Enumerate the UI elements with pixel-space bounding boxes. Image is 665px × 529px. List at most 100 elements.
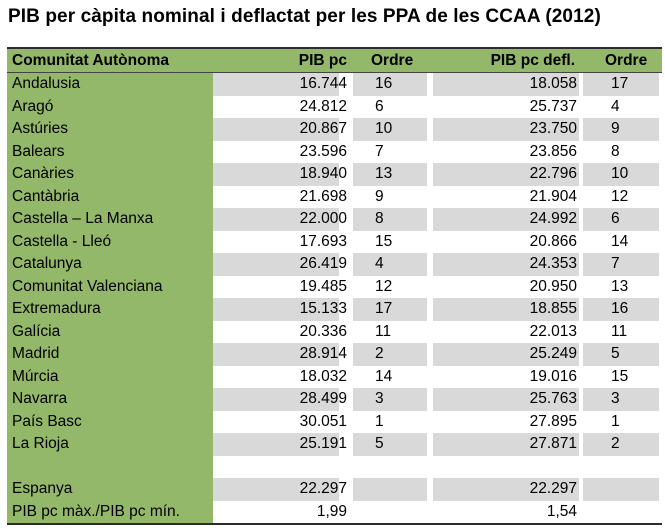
- rank-deflated-cell: 13: [611, 277, 629, 295]
- row-shading: [213, 298, 339, 321]
- pib-deflated-cell: 1,54: [546, 502, 577, 520]
- row-shading: [433, 298, 579, 321]
- spacer-cell: [7, 455, 213, 478]
- pib-cell: 22.297: [299, 480, 347, 498]
- table-row: Astúries 20.867 10 23.750 9: [7, 118, 662, 141]
- row-shading: [353, 253, 427, 276]
- community-cell: La Rioja: [7, 433, 213, 456]
- header-pib-deflated: PIB pc defl.: [490, 51, 575, 69]
- rank-deflated-cell: [583, 501, 662, 524]
- rank-cell: [353, 478, 433, 501]
- row-shading: [583, 118, 659, 141]
- row-shading: [213, 478, 339, 501]
- row-shading: [213, 118, 339, 141]
- community-cell: Múrcia: [7, 365, 213, 388]
- community-cell: Madrid: [7, 343, 213, 366]
- community-cell: Catalunya: [7, 253, 213, 276]
- row-shading: [583, 478, 659, 501]
- pib-deflated-cell: 21.904: [529, 187, 577, 205]
- rank-cell: 7: [375, 142, 384, 160]
- row-shading: [353, 478, 427, 501]
- rank-deflated-cell: 14: [611, 232, 629, 250]
- table-row: La Rioja 25.191 5 27.871 2: [7, 433, 662, 456]
- table-row: Galícia 20.336 11 22.013 11: [7, 320, 662, 343]
- row-shading: [583, 163, 659, 186]
- pib-cell: 16.744: [299, 75, 347, 93]
- table-row: Balears 23.596 7 23.856 8: [7, 140, 662, 163]
- table-row: Castella – La Manxa 22.000 8 24.992 6: [7, 208, 662, 231]
- rank-deflated-cell: 5: [611, 345, 620, 363]
- pib-deflated-cell: 19.016: [529, 367, 577, 385]
- pib-deflated-cell: 25.249: [529, 345, 577, 363]
- table-row: Múrcia 18.032 14 19.016 15: [7, 365, 662, 388]
- rank-cell: [353, 501, 433, 524]
- row-shading: [213, 253, 339, 276]
- pib-cell: 23.596: [299, 142, 347, 160]
- pib-cell: 24.812: [299, 97, 347, 115]
- community-cell: Galícia: [7, 320, 213, 343]
- pib-deflated-cell: 24.353: [529, 255, 577, 273]
- row-shading: [353, 73, 427, 96]
- pib-deflated-cell: 22.013: [529, 322, 577, 340]
- rank-deflated-cell: 4: [611, 97, 620, 115]
- rank-cell: 16: [375, 75, 393, 93]
- row-shading: [433, 433, 579, 456]
- rank-cell: 5: [375, 435, 384, 453]
- spacer-row: [7, 455, 662, 478]
- pib-cell: 1,99: [316, 502, 347, 520]
- rank-deflated-cell: 17: [611, 75, 629, 93]
- rank-cell: 9: [375, 187, 384, 205]
- community-cell: Aragó: [7, 95, 213, 118]
- pib-cell: 20.336: [299, 322, 347, 340]
- rank-deflated-cell: 3: [611, 390, 620, 408]
- table-row: Catalunya 26.419 4 24.353 7: [7, 253, 662, 276]
- table-row: Madrid 28.914 2 25.249 5: [7, 343, 662, 366]
- table-row: Extremadura 15.133 17 18.855 16: [7, 298, 662, 321]
- row-shading: [583, 253, 659, 276]
- gdp-table: Comunitat Autònoma PIB pc Ordre PIB pc d…: [7, 47, 662, 523]
- row-shading: [353, 388, 427, 411]
- rank-cell: 15: [375, 232, 393, 250]
- pib-cell: 30.051: [299, 412, 347, 430]
- table-bottom-border: [7, 523, 662, 525]
- row-shading: [433, 343, 579, 366]
- table-header: Comunitat Autònoma PIB pc Ordre PIB pc d…: [7, 47, 662, 73]
- table-row: Andalusia 16.744 16 18.058 17: [7, 73, 662, 96]
- row-shading: [583, 73, 659, 96]
- pib-cell: 26.419: [299, 255, 347, 273]
- page-title: PIB per càpita nominal i deflactat per l…: [8, 6, 601, 27]
- pib-deflated-cell: 20.950: [529, 277, 577, 295]
- rank-cell: 13: [375, 165, 393, 183]
- header-community: Comunitat Autònoma: [7, 49, 213, 72]
- rank-cell: 1: [375, 412, 384, 430]
- table-row: Comunitat Valenciana 19.485 12 20.950 13: [7, 275, 662, 298]
- community-cell: Cantàbria: [7, 185, 213, 208]
- row-shading: [353, 298, 427, 321]
- row-shading: [583, 343, 659, 366]
- community-cell: Canàries: [7, 163, 213, 186]
- rank-deflated-cell: 2: [611, 435, 620, 453]
- row-shading: [353, 118, 427, 141]
- rank-deflated-cell: 10: [611, 165, 629, 183]
- rank-deflated-cell: 6: [611, 210, 620, 228]
- row-shading: [433, 208, 579, 231]
- rank-cell: 4: [375, 255, 384, 273]
- rank-deflated-cell: 12: [611, 187, 629, 205]
- row-shading: [433, 478, 579, 501]
- rank-cell: 10: [375, 120, 393, 138]
- pib-deflated-cell: 22.297: [529, 480, 577, 498]
- row-shading: [353, 208, 427, 231]
- pib-cell: 22.000: [299, 210, 347, 228]
- table-row: Canàries 18.940 13 22.796 10: [7, 163, 662, 186]
- pib-cell: 28.499: [299, 390, 347, 408]
- pib-cell: 17.693: [299, 232, 347, 250]
- rank-deflated-cell: 11: [611, 322, 628, 340]
- community-cell: Castella - Lleó: [7, 230, 213, 253]
- rank-cell: 11: [375, 322, 392, 340]
- header-rank-deflated: Ordre: [605, 51, 648, 69]
- table-row: Navarra 28.499 3 25.763 3: [7, 388, 662, 411]
- row-shading: [433, 118, 579, 141]
- row-shading: [353, 163, 427, 186]
- rank-deflated-cell: 9: [611, 120, 620, 138]
- table-row: Cantàbria 21.698 9 21.904 12: [7, 185, 662, 208]
